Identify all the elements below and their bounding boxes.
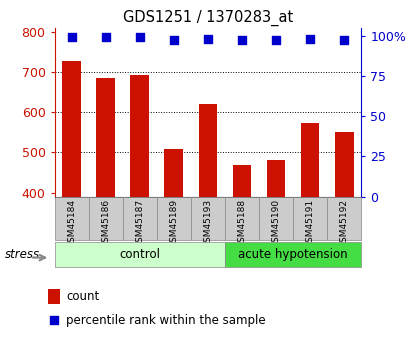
Point (307, 36, 313, 42)
Text: control: control (119, 248, 160, 261)
Bar (225, 197, 259, 240)
Bar (55, 241, 225, 267)
Text: GSM45189: GSM45189 (169, 199, 178, 248)
Text: acute hypotension: acute hypotension (238, 248, 348, 261)
Bar (96, 78, 115, 197)
Point (205, 36, 211, 42)
Bar (259, 197, 293, 240)
Point (136, 34, 143, 40)
Bar (157, 197, 191, 240)
Bar (267, 160, 286, 197)
Point (171, 38, 177, 43)
Point (68, 34, 75, 40)
Bar (89, 197, 123, 240)
Bar (55, 197, 89, 240)
Bar (233, 165, 251, 197)
Point (102, 34, 109, 40)
Title: GDS1251 / 1370283_at: GDS1251 / 1370283_at (123, 10, 293, 26)
Point (341, 38, 347, 43)
Text: GSM45193: GSM45193 (203, 199, 213, 248)
Bar (165, 149, 183, 197)
Text: GSM45190: GSM45190 (272, 199, 281, 248)
Bar (293, 197, 327, 240)
Text: count: count (66, 290, 99, 303)
Point (51, 317, 58, 323)
Text: GSM45186: GSM45186 (101, 199, 110, 248)
Bar (335, 132, 354, 197)
Bar (225, 241, 361, 267)
Text: stress: stress (4, 248, 39, 261)
Text: percentile rank within the sample: percentile rank within the sample (66, 314, 265, 327)
Text: GSM45184: GSM45184 (67, 199, 76, 248)
Text: GSM45191: GSM45191 (306, 199, 315, 248)
Bar (123, 197, 157, 240)
Bar (62, 61, 81, 197)
Bar (191, 197, 225, 240)
Text: GSM45188: GSM45188 (237, 199, 247, 248)
Bar (199, 104, 217, 197)
Text: GSM45187: GSM45187 (135, 199, 144, 248)
Bar (301, 122, 320, 197)
Bar (47, 289, 60, 304)
Bar (327, 197, 361, 240)
Text: GSM45192: GSM45192 (340, 199, 349, 248)
Point (239, 38, 245, 43)
Point (273, 38, 279, 43)
Bar (130, 75, 149, 197)
